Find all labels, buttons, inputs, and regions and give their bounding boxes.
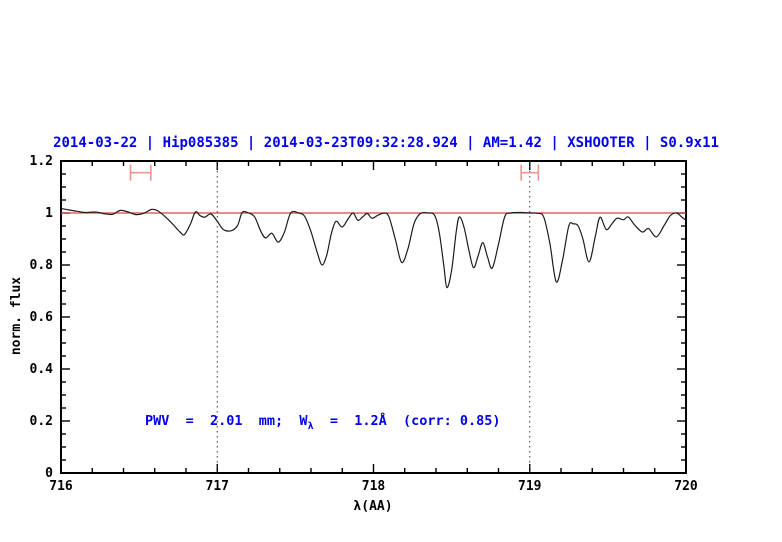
- errorbar-marker: [520, 164, 540, 181]
- pwv-annotation: PWV = 2.01 mm; Wλ = 1.2Å (corr: 0.85): [145, 412, 501, 432]
- x-tick-label: 720: [674, 479, 698, 494]
- plot-content-layer: [60, 161, 687, 473]
- y-tick-label: 0.8: [30, 258, 54, 273]
- y-tick-label: 0.6: [30, 310, 54, 325]
- pwv-annotation-subscript: λ: [308, 421, 314, 432]
- x-tick-label: 716: [49, 479, 73, 494]
- pwv-annotation-suffix: = 1.2Å (corr: 0.85): [314, 412, 501, 429]
- x-axis-label: λ(AA): [353, 499, 392, 514]
- y-axis-label: norm. flux: [9, 277, 24, 355]
- x-tick-label: 718: [362, 479, 386, 494]
- y-tick-label: 1.2: [30, 154, 53, 169]
- spectrum-line: [60, 207, 687, 289]
- pwv-annotation-prefix: PWV = 2.01 mm; W: [145, 413, 308, 429]
- y-tick-label: 1: [45, 206, 53, 221]
- x-tick-label: 719: [518, 479, 541, 494]
- y-tick-label: 0: [45, 466, 53, 481]
- errorbar-marker: [129, 164, 152, 181]
- x-tick-label: 717: [206, 479, 229, 494]
- y-tick-label: 0.4: [30, 362, 54, 377]
- y-tick-label: 0.2: [30, 414, 53, 429]
- plot-title: 2014-03-22 | Hip085385 | 2014-03-23T09:3…: [53, 135, 719, 151]
- axes-layer: 716 717 718 719 720 0 0.2 0.4 0.6 0.8 1 1.2: [30, 154, 698, 494]
